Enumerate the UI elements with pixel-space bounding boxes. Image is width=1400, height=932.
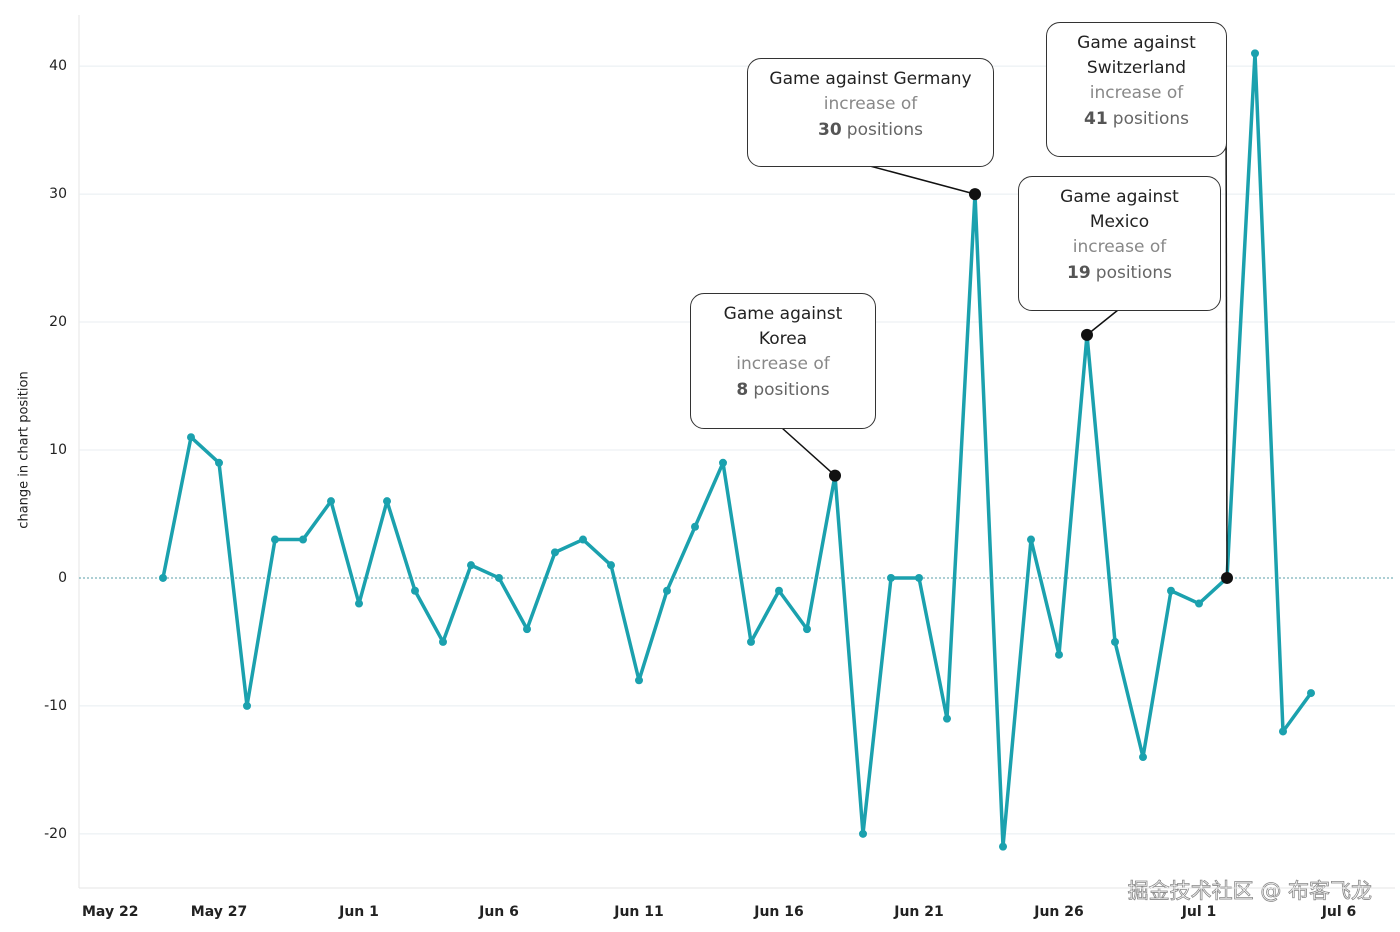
data-point (635, 676, 643, 685)
data-point (887, 573, 895, 582)
y-tick-label: 40 (49, 58, 67, 74)
data-point (1167, 586, 1175, 595)
callout-text: increase of (736, 354, 830, 374)
x-tick-label: Jul 1 (1181, 904, 1217, 920)
data-point (383, 497, 391, 506)
x-tick-label: May 27 (191, 904, 247, 920)
x-tick-label: May 22 (82, 904, 138, 920)
callout-unit: positions (846, 120, 923, 140)
callout-value: 19 (1067, 263, 1091, 283)
data-point (915, 573, 923, 582)
data-point (747, 637, 755, 646)
watermark: 掘金技术社区 @ 布客飞龙 (1128, 879, 1372, 903)
data-point (551, 548, 559, 557)
x-tick-label: Jun 1 (338, 904, 379, 920)
callout: Game against Korea increase of 8 positions (690, 293, 876, 429)
data-point (355, 599, 363, 608)
data-point (243, 701, 251, 710)
callout-value-line: 8 positions (701, 377, 865, 403)
data-point (159, 573, 167, 582)
callout-value-line: 41 positions (1057, 106, 1216, 132)
data-point (299, 535, 307, 544)
highlight-point (969, 188, 981, 201)
highlight-point (1081, 328, 1093, 341)
data-point (187, 433, 195, 442)
callout-connector (869, 165, 976, 195)
y-tick-label: 20 (49, 314, 67, 330)
callout: Game against Switzerland increase of 41 po… (1046, 22, 1227, 157)
series-line (161, 51, 1313, 849)
data-point (663, 586, 671, 595)
x-tick-label: Jul 6 (1321, 904, 1357, 920)
data-point (719, 458, 727, 467)
callout-value-line: 19 positions (1029, 260, 1210, 286)
data-point (327, 497, 335, 506)
data-point (523, 625, 531, 634)
y-tick-label: -10 (44, 698, 67, 714)
callout-connector (1225, 89, 1228, 578)
x-tick-label: Jun 26 (1033, 904, 1084, 920)
data-point (803, 625, 811, 634)
highlight-point (829, 469, 841, 482)
data-point (495, 573, 503, 582)
data-point (467, 561, 475, 570)
callout-title: Game against Switzerland (1077, 33, 1196, 78)
callout-unit: positions (1112, 109, 1189, 129)
callout-unit: positions (753, 380, 830, 400)
callout-title: Game against Korea (723, 304, 843, 349)
callout-unit: positions (1095, 263, 1172, 283)
data-point (1307, 689, 1315, 698)
callout-text: increase of (1072, 237, 1167, 257)
data-point (1139, 753, 1147, 762)
data-point (1055, 650, 1063, 659)
data-point (1251, 49, 1259, 58)
data-point (579, 535, 587, 544)
x-tick-label: Jun 11 (613, 904, 664, 920)
x-tick-label: Jun 16 (753, 904, 804, 920)
callout: Game against Germany increase of 30 positi… (747, 58, 994, 167)
y-axis-label: change in chart position (17, 371, 32, 528)
callout-title: Game against Germany (769, 69, 972, 89)
data-point (1195, 599, 1203, 608)
y-tick-label: 10 (49, 442, 67, 458)
highlight-point (1221, 571, 1233, 584)
x-tick-label: Jun 21 (893, 904, 944, 920)
callout-value: 8 (736, 380, 749, 400)
callout-value: 41 (1084, 109, 1108, 129)
callout-text: increase of (823, 94, 918, 114)
data-point (691, 522, 699, 531)
data-point (999, 842, 1007, 851)
data-point (439, 637, 447, 646)
data-point (943, 714, 951, 723)
callout-value-line: 30 positions (758, 117, 983, 143)
x-tick-label: Jun 6 (478, 904, 519, 920)
data-point (1111, 637, 1119, 646)
y-tick-label: 0 (58, 570, 67, 586)
callout-title: Game against Mexico (1060, 187, 1179, 232)
callout-value: 30 (818, 120, 842, 140)
data-point (1279, 727, 1287, 736)
data-point (607, 561, 615, 570)
data-point (411, 586, 419, 595)
data-point (775, 586, 783, 595)
y-tick-label: 30 (49, 186, 67, 202)
data-point (215, 458, 223, 467)
callout-connector (781, 427, 836, 477)
data-point (859, 829, 867, 838)
data-point (271, 535, 279, 544)
callout-text: increase of (1089, 83, 1184, 103)
callout: Game against Mexico increase of 19 positio… (1018, 176, 1221, 311)
data-point (1027, 535, 1035, 544)
callout-connector (1086, 309, 1119, 336)
y-tick-label: -20 (44, 826, 67, 842)
